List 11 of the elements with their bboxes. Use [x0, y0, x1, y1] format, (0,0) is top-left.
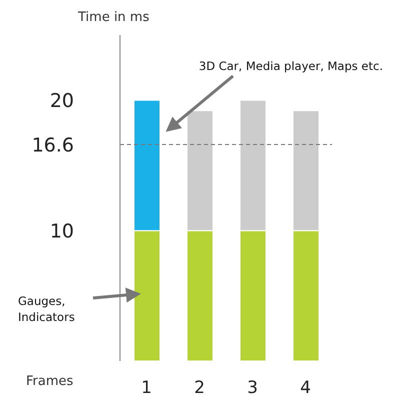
x-tick-label: 3 — [247, 378, 258, 398]
y-axis-title: Time in ms — [78, 10, 150, 25]
x-tick-label: 2 — [194, 378, 205, 398]
text: Gauges, Indicators — [18, 293, 76, 325]
y-tick-label: 10 — [50, 220, 74, 242]
annotation: 3D Car, Media player, Maps etc. — [198, 58, 383, 74]
x-tick-label: 1 — [141, 378, 152, 398]
x-tick-label: 4 — [300, 378, 311, 398]
y-tick-label: 20 — [50, 90, 74, 112]
y-tick-label: 16.6 — [32, 134, 74, 156]
x-axis-title: Frames — [26, 374, 74, 389]
